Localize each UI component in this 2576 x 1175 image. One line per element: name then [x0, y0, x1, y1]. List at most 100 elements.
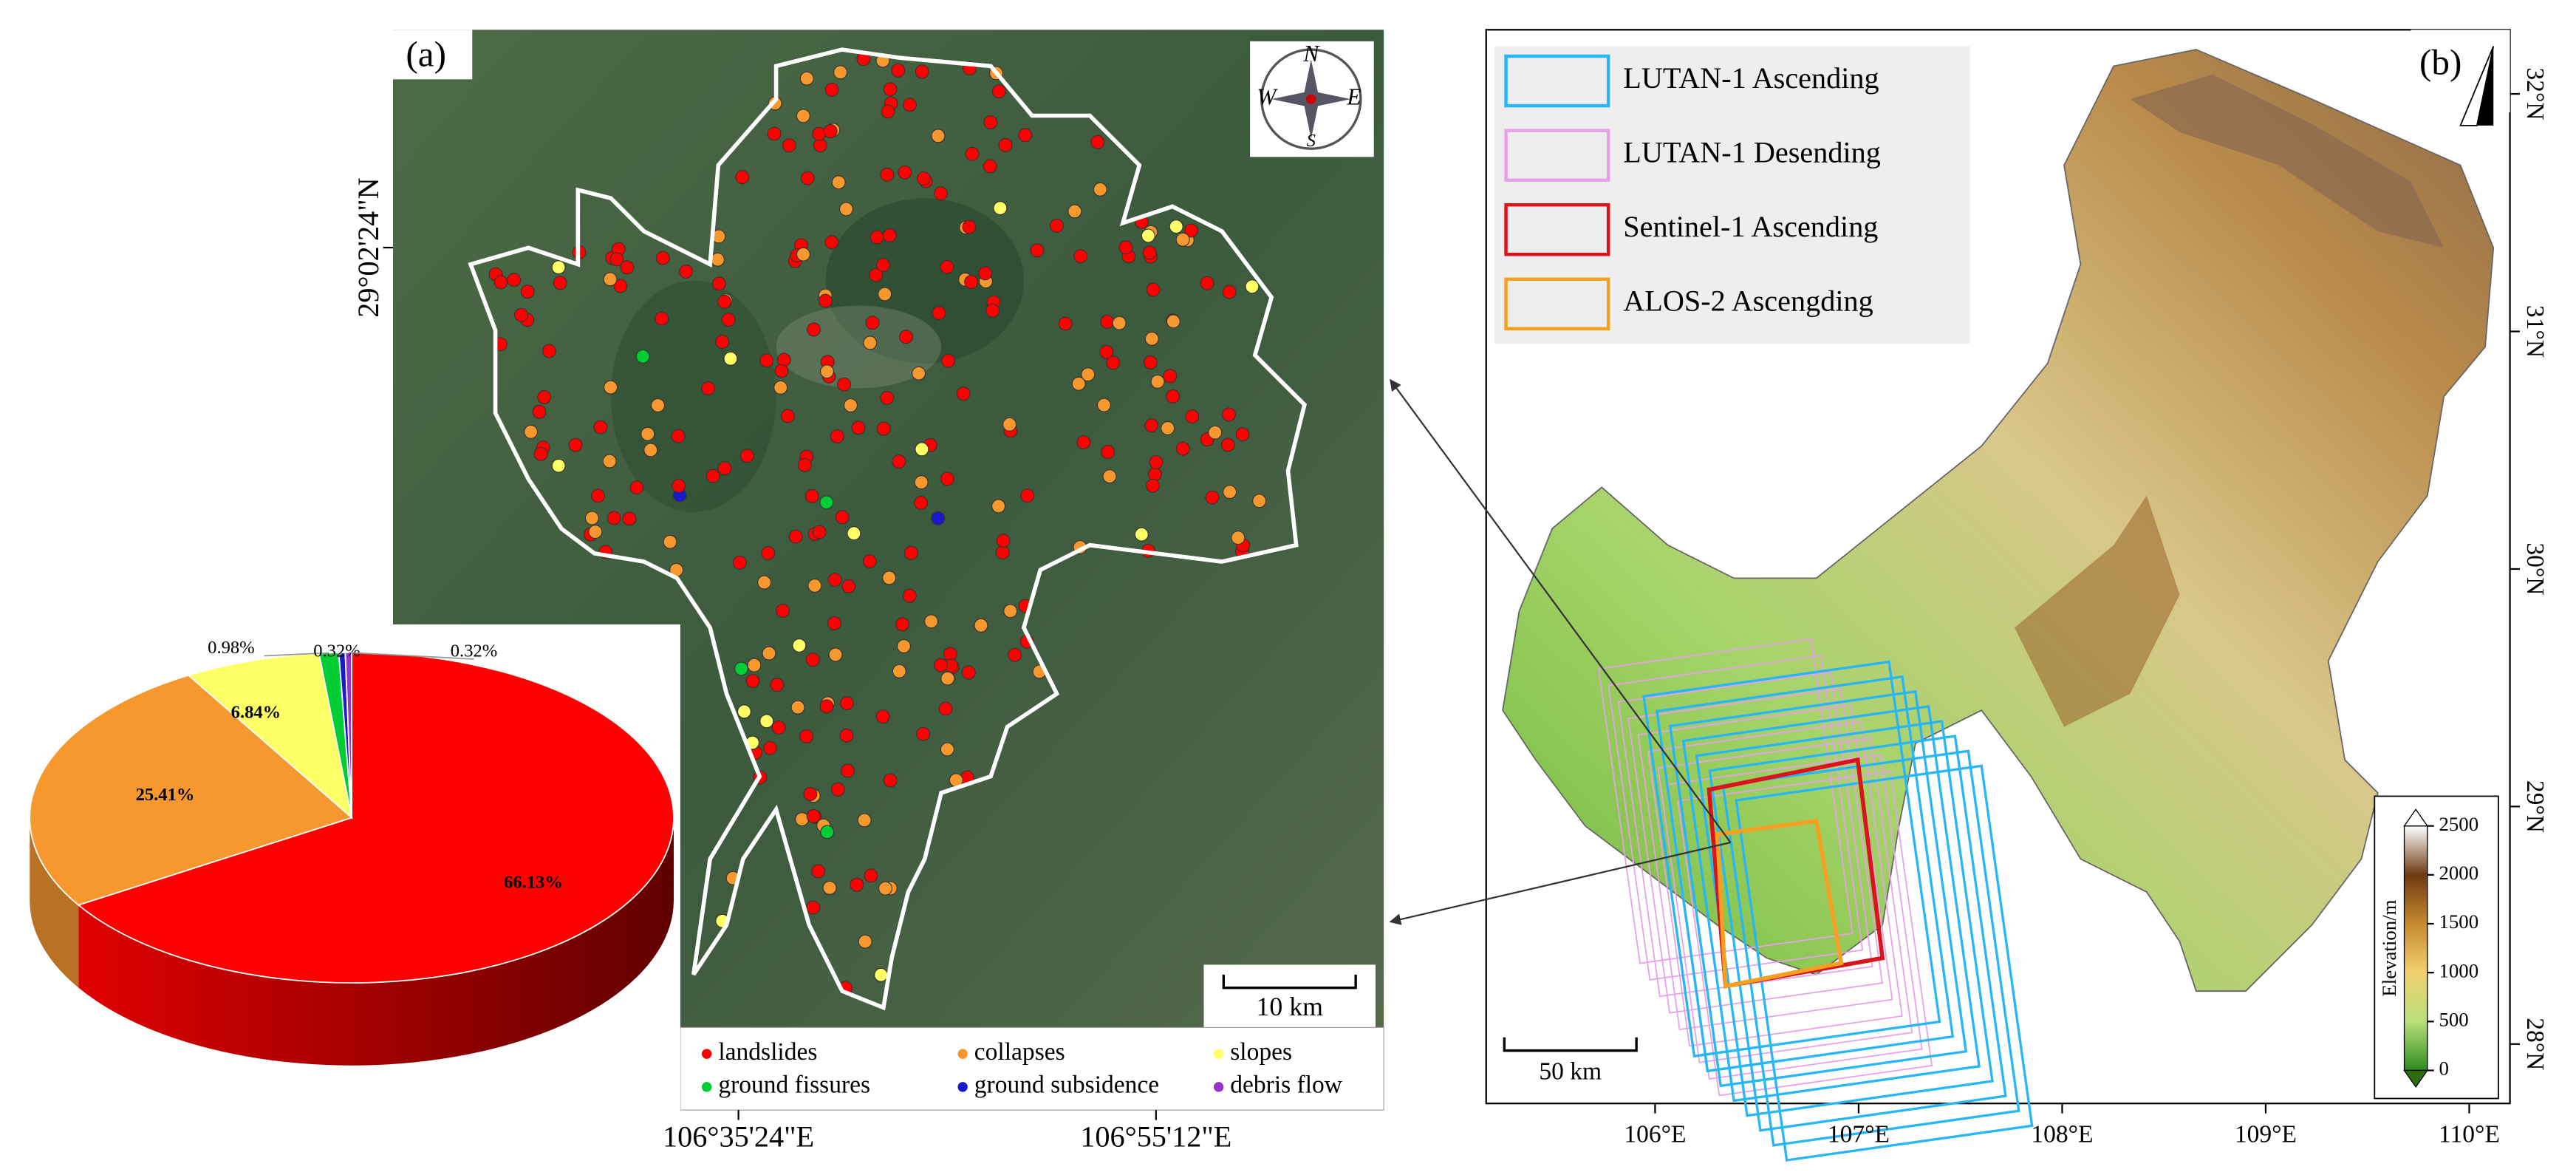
- legend-box: [1494, 46, 1970, 344]
- colorbar-tick-label: 1000: [2439, 959, 2478, 981]
- hazard-point: [1150, 374, 1165, 389]
- hazard-point: [1141, 228, 1155, 243]
- hazard-point: [706, 469, 720, 483]
- hazard-point: [493, 275, 508, 290]
- hazard-point: [839, 696, 854, 711]
- hazard-point: [767, 126, 782, 141]
- hazard-point: [603, 272, 618, 287]
- hazard-point: [629, 480, 644, 495]
- hazard-point: [874, 967, 889, 982]
- hazard-point: [831, 175, 846, 190]
- hazard-point: [776, 603, 790, 618]
- hazard-points: [488, 52, 1267, 995]
- hazard-point: [934, 658, 949, 672]
- hazard-point: [609, 252, 624, 267]
- hazard-point: [761, 545, 776, 560]
- hazard-point: [880, 390, 895, 405]
- legend-marker: [1213, 1049, 1224, 1059]
- colorbar-ramp: [2403, 825, 2428, 1072]
- hazard-point: [773, 380, 788, 395]
- hazard-point: [651, 398, 666, 412]
- colorbar-label: Elevation/m: [2378, 899, 2400, 996]
- legend-marker: [957, 1082, 968, 1092]
- hazard-point: [912, 366, 926, 381]
- hazard-point: [1030, 243, 1045, 258]
- hazard-point: [1252, 494, 1267, 508]
- hazard-point: [983, 159, 997, 174]
- colorbar: 0 500 1000 1500 2000 2500: [2403, 808, 2478, 1088]
- hazard-point: [819, 495, 834, 510]
- y-tick-label: 32°N: [2521, 67, 2549, 120]
- hazard-point: [1163, 369, 1178, 384]
- hazard-point: [851, 420, 866, 435]
- x-tick-label: 107°E: [1828, 1121, 1890, 1148]
- hazard-point: [824, 82, 839, 97]
- colorbar-tick-label: 2500: [2439, 813, 2478, 835]
- hazard-point: [800, 171, 815, 185]
- hazard-point: [883, 773, 898, 788]
- value-label: 66.13%: [504, 873, 563, 893]
- hazard-point: [1096, 398, 1111, 412]
- colorbar-tick-label: 1500: [2439, 910, 2478, 933]
- hazard-point: [985, 303, 1000, 318]
- hazard-point: [931, 511, 946, 525]
- sar-swath: [1681, 705, 1981, 1103]
- hazard-point: [811, 864, 826, 879]
- link-arrow: [1390, 378, 1732, 843]
- hazard-point: [717, 294, 732, 309]
- hazard-point: [711, 276, 726, 291]
- hazard-point: [858, 934, 872, 949]
- hazard-point: [819, 699, 834, 714]
- sar-swath: [1642, 660, 1941, 1058]
- sar-swath: [1627, 687, 1883, 1014]
- hazard-point: [933, 186, 948, 201]
- hazard-point: [1166, 389, 1181, 403]
- hazard-point: [892, 664, 906, 678]
- hazard-point: [759, 353, 774, 368]
- hazard-point: [882, 228, 897, 243]
- hazard-point: [1090, 134, 1105, 149]
- hazard-point: [1071, 376, 1086, 391]
- hazard-point: [590, 488, 605, 503]
- legend-swatch: [1504, 54, 1610, 108]
- hazard-point: [996, 534, 1011, 548]
- hazard-point: [903, 545, 918, 560]
- hazard-point: [902, 588, 917, 603]
- hazard-point: [762, 646, 776, 661]
- colorbar-tick-label: 0: [2439, 1058, 2448, 1080]
- hazard-point: [1049, 218, 1064, 233]
- hazard-point: [514, 307, 529, 322]
- hazard-point: [916, 726, 931, 741]
- hazard-point: [1149, 455, 1164, 470]
- hazard-point: [1175, 441, 1190, 456]
- hazard-point: [991, 499, 1006, 514]
- hazard-point: [978, 266, 993, 281]
- hazard-point: [835, 510, 850, 525]
- hazard-point: [869, 268, 884, 282]
- hazard-point: [679, 264, 694, 279]
- compass-ring: [1260, 48, 1362, 150]
- panel-label: (b): [2419, 42, 2461, 83]
- hazard-point: [537, 389, 552, 404]
- hazard-point: [827, 573, 842, 588]
- hazard-point: [830, 429, 844, 443]
- hazard-point: [551, 458, 566, 473]
- hazard-point: [956, 386, 971, 401]
- colorbar-tick-label: 500: [2439, 1008, 2468, 1030]
- hazard-point: [940, 671, 955, 686]
- hazard-point: [833, 65, 848, 80]
- hazard-point: [964, 275, 979, 290]
- hazard-point: [863, 336, 878, 350]
- hazard-point: [671, 429, 686, 443]
- value-label: 6.84%: [231, 702, 281, 722]
- hazard-point: [895, 617, 910, 632]
- x-tick-label: 109°E: [2235, 1121, 2297, 1148]
- hazard-point: [1221, 407, 1236, 422]
- hazard-point: [1220, 437, 1235, 452]
- hazard-point: [655, 311, 669, 326]
- hazard-point: [1222, 285, 1237, 299]
- hazard-point: [1002, 417, 1017, 432]
- leader-line: [336, 652, 343, 660]
